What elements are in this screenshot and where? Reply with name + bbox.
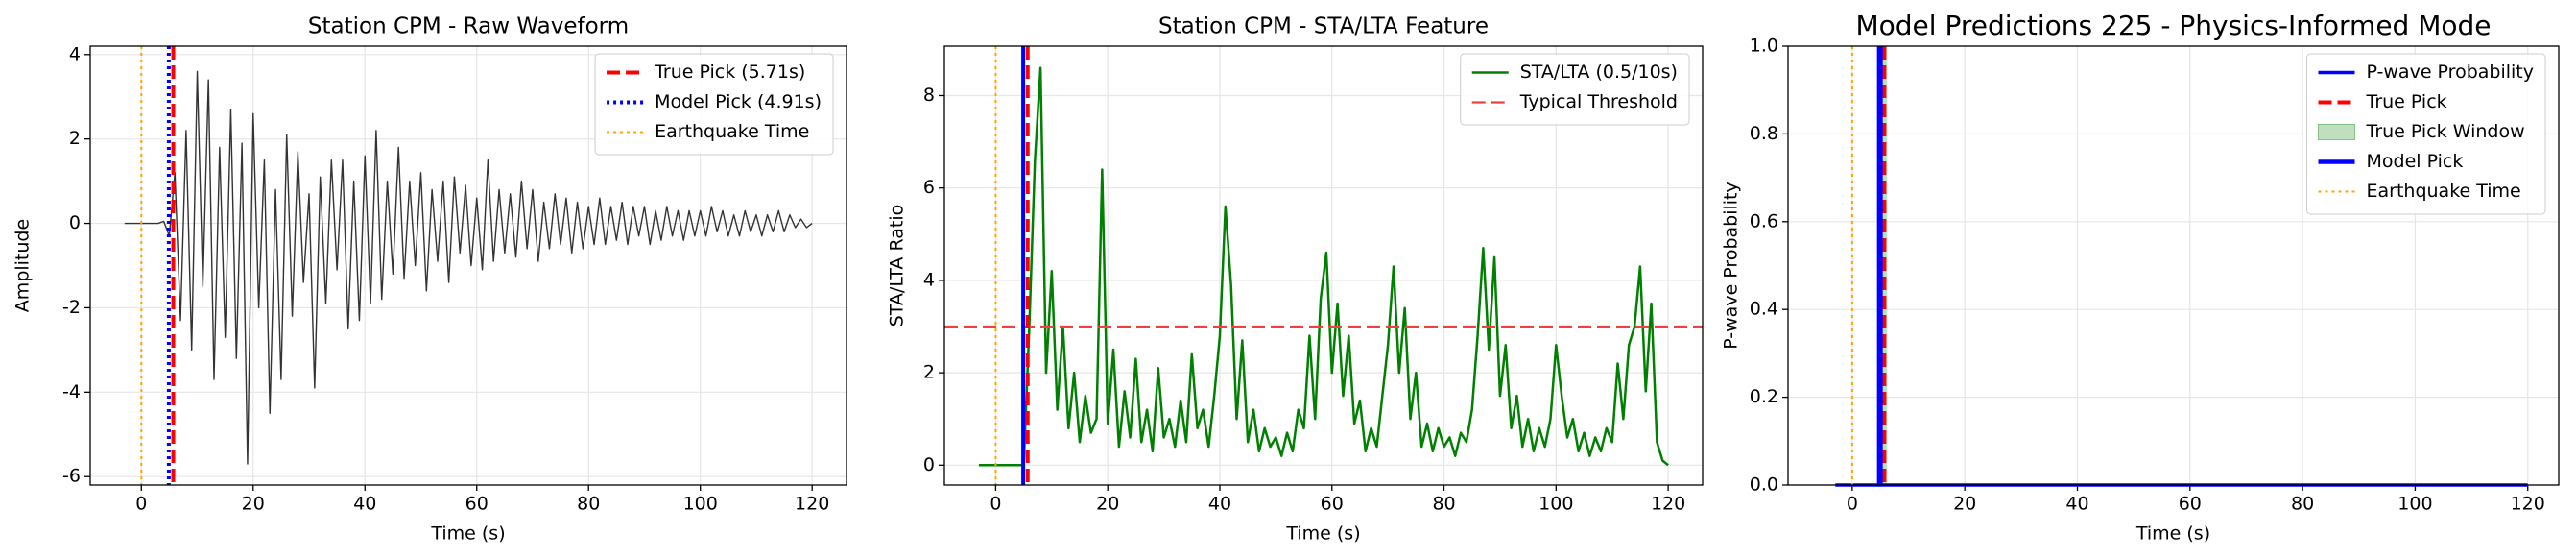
legend-box — [2306, 53, 2546, 215]
x-tick-label: 80 — [2291, 494, 2314, 515]
legend-label: STA/LTA (0.5/10s) — [1520, 61, 1678, 83]
x-tick-label: 40 — [2065, 494, 2088, 515]
x-tick-label: 0 — [1847, 494, 1858, 515]
x-tick-label: 120 — [1651, 494, 1685, 515]
data-line — [124, 70, 813, 465]
legend-label: Typical Threshold — [1519, 91, 1678, 112]
y-tick-label: 2 — [923, 362, 935, 383]
y-axis-label: Amplitude — [12, 219, 34, 312]
y-tick-label: -2 — [62, 297, 81, 318]
x-axis-label: Time (s) — [2135, 523, 2210, 545]
y-axis-label: STA/LTA Ratio — [887, 205, 908, 328]
x-tick-label: 40 — [1208, 494, 1231, 515]
y-tick-label: 0.4 — [1750, 299, 1778, 320]
chart-title: Station CPM - STA/LTA Feature — [1158, 14, 1489, 39]
legend-label: Earthquake Time — [655, 121, 809, 142]
axes-frame — [89, 45, 847, 486]
x-tick-label: 0 — [990, 494, 1001, 515]
y-tick-label: 8 — [923, 85, 935, 106]
y-tick-label: 1.0 — [1750, 36, 1778, 57]
legend-label: True Pick Window — [2366, 121, 2525, 142]
y-tick-label: -4 — [62, 381, 81, 402]
legend-box — [594, 53, 834, 156]
x-axis-label: Time (s) — [430, 523, 505, 545]
x-tick-label: 100 — [2397, 494, 2432, 515]
legend-label: Model Pick (4.91s) — [655, 91, 822, 112]
x-tick-label: 80 — [1432, 494, 1455, 515]
x-tick-label: 60 — [465, 494, 489, 515]
legend: P-wave Probability True Pick True Pick Win… — [2306, 53, 2546, 215]
y-tick-label: -6 — [62, 466, 81, 487]
y-tick-label: 0 — [923, 454, 935, 475]
legend-label: P-wave Probability — [2367, 61, 2535, 83]
chart-panel: 0 20 40 60 80 100 120 -6 -4 -2 0 2 4 Station CPM - Ra… — [12, 14, 847, 545]
y-tick-label: 2 — [69, 128, 81, 149]
y-tick-label: 6 — [923, 177, 935, 198]
x-tick-label: 40 — [353, 494, 376, 515]
legend-label: Earthquake Time — [2367, 181, 2521, 202]
x-tick-label: 20 — [1096, 494, 1119, 515]
x-tick-label: 0 — [135, 494, 147, 515]
x-tick-label: 20 — [1953, 494, 1976, 515]
y-tick-label: 0.8 — [1750, 123, 1778, 144]
legend-label: Model Pick — [2367, 151, 2464, 172]
chart-panel: 0 20 40 60 80 100 120 0 2 4 6 8 Station CPM - STA/LT… — [887, 14, 1704, 545]
x-tick-label: 20 — [242, 494, 265, 515]
x-tick-label: 60 — [1321, 494, 1344, 515]
axes-frame — [943, 45, 1704, 486]
chart-title: Station CPM - Raw Waveform — [308, 14, 629, 39]
y-tick-label: 0.0 — [1750, 474, 1778, 496]
axes-frame — [1787, 45, 2560, 486]
chart-panel: 0 20 40 60 80 100 120 0.0 0.2 0.4 0.6 0.8 1.0 Model P… — [1721, 10, 2560, 545]
data-line — [978, 66, 1669, 467]
x-tick-label: 120 — [795, 494, 829, 515]
y-tick-label: 0 — [69, 212, 81, 233]
x-tick-label: 100 — [1538, 494, 1573, 515]
y-tick-label: 0.6 — [1750, 210, 1778, 231]
x-axis-label: Time (s) — [1285, 523, 1360, 545]
legend: STA/LTA (0.5/10s) Typical Threshold — [1460, 53, 1690, 126]
chart-title: Model Predictions 225 - Physics-Informed… — [1855, 10, 2491, 41]
y-tick-label: 4 — [923, 269, 935, 290]
legend-label: True Pick (5.71s) — [654, 61, 805, 83]
legend-box — [1460, 53, 1690, 126]
x-tick-label: 100 — [683, 494, 718, 515]
x-tick-label: 120 — [2511, 494, 2545, 515]
y-tick-label: 4 — [69, 43, 81, 64]
legend-label: True Pick — [2366, 91, 2447, 112]
legend-swatch — [2318, 124, 2355, 140]
y-tick-label: 0.2 — [1750, 386, 1778, 407]
y-axis-label: P-wave Probability — [1721, 182, 1742, 350]
legend: True Pick (5.71s) Model Pick (4.91s) Earth… — [594, 53, 834, 156]
x-tick-label: 60 — [2179, 494, 2202, 515]
x-tick-label: 80 — [577, 494, 600, 515]
